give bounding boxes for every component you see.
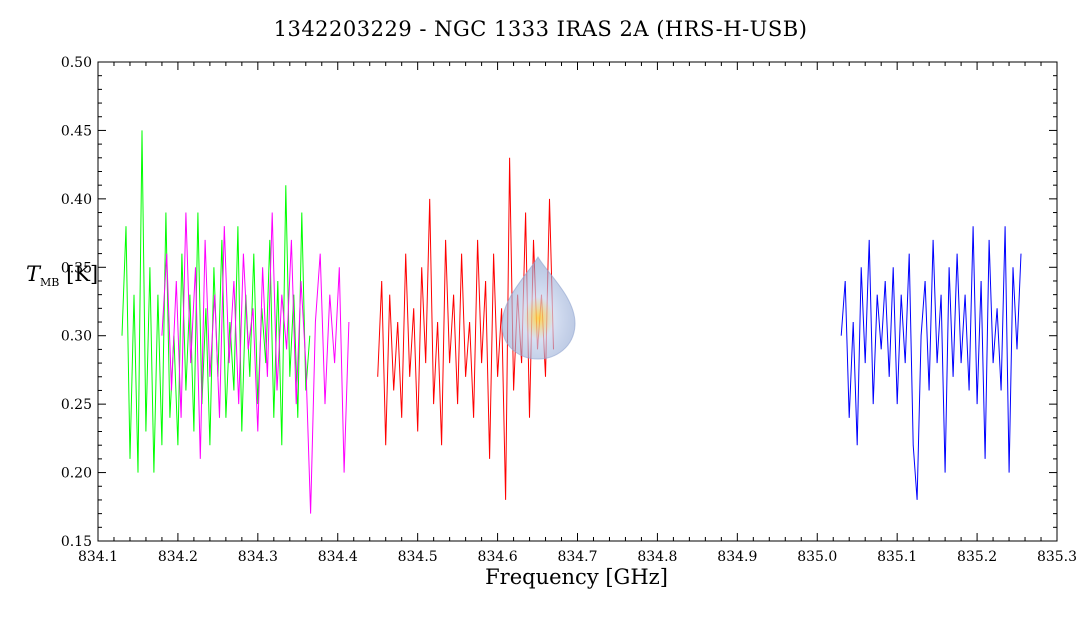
x-tick-label: 835.0 [797,549,837,565]
tick-layer [97,61,1058,542]
y-tick-label: 0.35 [61,260,92,276]
y-tick-label: 0.40 [61,192,92,208]
chart-title: 1342203229 - NGC 1333 IRAS 2A (HRS-H-USB… [273,17,808,41]
x-tick-label: 834.5 [398,549,438,565]
spectrum-series-3 [377,157,554,500]
x-tick-label: 835.3 [1037,549,1077,565]
y-tick-label: 0.15 [61,534,92,550]
x-tick-label: 835.2 [957,549,997,565]
spectrum-series-2 [161,212,350,514]
spectrum-series-4 [840,226,1022,500]
x-tick-label: 834.7 [557,549,597,565]
x-tick-label: 834.1 [78,549,118,565]
x-axis-label: Frequency [GHz] [485,565,668,589]
y-axis-label: TMB [K] [26,262,98,289]
x-tick-label: 834.6 [478,549,518,565]
y-tick-label: 0.50 [61,55,92,71]
y-tick-label: 0.20 [61,466,92,482]
x-tick-label: 835.1 [877,549,917,565]
x-tick-label: 834.4 [318,549,358,565]
y-axis-unit: [K] [66,262,99,286]
x-tick-label: 834.2 [158,549,198,565]
y-tick-label: 0.25 [61,397,92,413]
y-axis-symbol: T [26,262,41,286]
series-layer [121,130,1022,514]
droplet-watermark [501,256,576,360]
y-axis-subscript: MB [40,276,60,290]
y-tick-label: 0.45 [61,123,92,139]
y-tick-label: 0.30 [61,329,92,345]
x-tick-label: 834.9 [717,549,757,565]
x-tick-label: 834.3 [238,549,278,565]
tick-label-layer: 834.1 834.2 834.3 834.4 834.5 834.6 834.7 834.8… [61,55,1077,565]
x-tick-label: 834.8 [637,549,677,565]
